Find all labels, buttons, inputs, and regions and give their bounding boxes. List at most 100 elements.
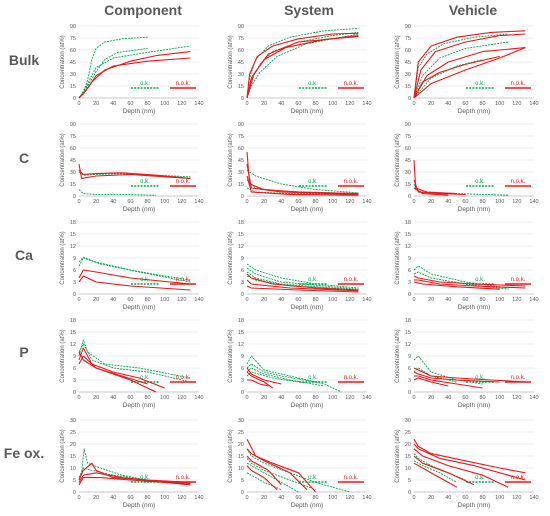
y-tick-label: 30 [405,170,411,176]
x-tick-label: 120 [345,395,354,401]
legend-ok-label: o.k. [308,475,318,481]
legend-nok-label: n.o.k. [176,179,191,185]
y-tick-label: 90 [70,24,76,30]
series-line-nok [413,377,449,387]
series-line-ok [413,187,509,196]
legend-ok-label: o.k. [475,475,485,481]
legend-ok-label: o.k. [308,179,318,185]
y-tick-label: 90 [238,122,244,128]
x-tick-label: 120 [177,395,186,401]
y-tick-label: 15 [70,84,76,90]
series-line-nok [413,275,526,287]
legend-nok-label: n.o.k. [344,375,359,381]
y-axis-title: Concentration (at%) [228,35,234,88]
series-line-nok [413,462,458,488]
plot-ca-vehicle: 0 3 6 9 12 15 18 0 20 40 60 80 100 120 140 Depth (nm) Co… [395,220,539,311]
x-tick-label: 100 [328,199,337,205]
x-tick-label: 60 [295,101,301,107]
y-tick-label: 60 [70,146,76,152]
y-tick-label: 15 [405,330,411,336]
y-tick-label: 30 [70,418,76,424]
y-tick-label: 15 [238,182,244,188]
legend-nok-label: n.o.k. [344,277,359,283]
y-tick-label: 0 [73,96,76,102]
x-tick-label: 140 [194,395,203,401]
x-tick-label: 120 [177,199,186,205]
series-line-ok [78,257,191,283]
x-tick-label: 20 [93,297,99,303]
y-tick-label: 30 [405,418,411,424]
y-tick-label: 15 [238,84,244,90]
series-line-nok [78,275,191,291]
x-tick-label: 100 [160,395,169,401]
x-tick-label: 0 [412,495,415,501]
legend-ok-label: o.k. [475,179,485,185]
x-tick-label: 140 [529,101,538,107]
y-tick-label: 18 [405,220,411,226]
series-line-nok [246,285,359,293]
series-line-ok [78,448,148,481]
series-line-nok [78,169,191,179]
y-tick-label: 90 [70,122,76,128]
x-tick-label: 100 [495,199,504,205]
series-line-ok [78,339,191,379]
series-line-nok [78,269,191,285]
y-tick-label: 60 [405,146,411,152]
series-line-ok [78,47,148,99]
series-line-nok [413,367,526,383]
legend-ok-label: o.k. [308,375,318,381]
series-line-nok [246,455,282,486]
x-tick-label: 80 [145,495,151,501]
y-tick-label: 25 [405,430,411,436]
x-axis-title: Depth (nm) [291,108,324,115]
x-tick-label: 100 [160,101,169,107]
plot-ca-component: 0 3 6 9 12 15 18 0 20 40 60 80 100 120 140 Depth (nm) Co… [60,220,204,311]
series-line-nok [413,455,475,486]
x-tick-label: 0 [245,297,248,303]
series-line-nok [246,163,359,195]
legend-nok-label: n.o.k. [176,81,191,87]
series-line-nok [414,279,526,289]
y-tick-label: 90 [405,122,411,128]
y-tick-label: 9 [73,354,76,360]
y-tick-label: 75 [238,134,244,140]
y-tick-label: 10 [70,466,76,472]
series-line-ok [246,33,359,99]
y-axis-title: Concentration (at%) [60,133,66,186]
x-tick-label: 20 [261,297,267,303]
legend-ok-label: o.k. [140,81,150,87]
series-line-ok [78,256,191,281]
y-tick-label: 0 [73,390,76,396]
x-tick-label: 20 [93,101,99,107]
plot-fe-ox-system: 0 5 10 15 20 25 30 0 20 40 60 80 100 120 140 Depth (nm)… [228,418,372,509]
x-tick-label: 120 [345,495,354,501]
legend-ok-label: o.k. [140,375,150,381]
x-tick-label: 80 [480,395,486,401]
x-axis-title: Depth (nm) [123,402,156,409]
x-tick-label: 80 [145,101,151,107]
y-tick-label: 75 [70,134,76,140]
y-tick-label: 9 [408,354,411,360]
series-line-ok [246,267,359,290]
series-line-ok [246,355,342,393]
legend-ok-label: o.k. [308,81,318,87]
y-tick-label: 12 [238,342,244,348]
y-axis-title: Concentration (at%) [60,429,66,482]
x-tick-label: 140 [362,395,371,401]
legend-nok-label: n.o.k. [176,375,191,381]
legend-nok-label: n.o.k. [344,179,359,185]
x-tick-label: 40 [110,199,116,205]
series-line-ok [413,355,483,385]
series-line-nok [413,179,466,195]
x-tick-label: 20 [261,199,267,205]
y-tick-label: 15 [70,182,76,188]
row-header-fe-ox: Fe ox. [3,445,45,461]
legend-nok-label: n.o.k. [511,277,526,283]
y-axis-title: Concentration (at%) [228,231,234,284]
x-tick-label: 80 [145,199,151,205]
y-tick-label: 6 [241,366,244,372]
series-line-nok [78,51,191,99]
plot-fe-ox-component: 0 5 10 15 20 25 30 0 20 40 60 80 100 120 140 Depth (nm)… [60,418,204,509]
x-tick-label: 140 [529,495,538,501]
y-tick-label: 15 [405,182,411,188]
